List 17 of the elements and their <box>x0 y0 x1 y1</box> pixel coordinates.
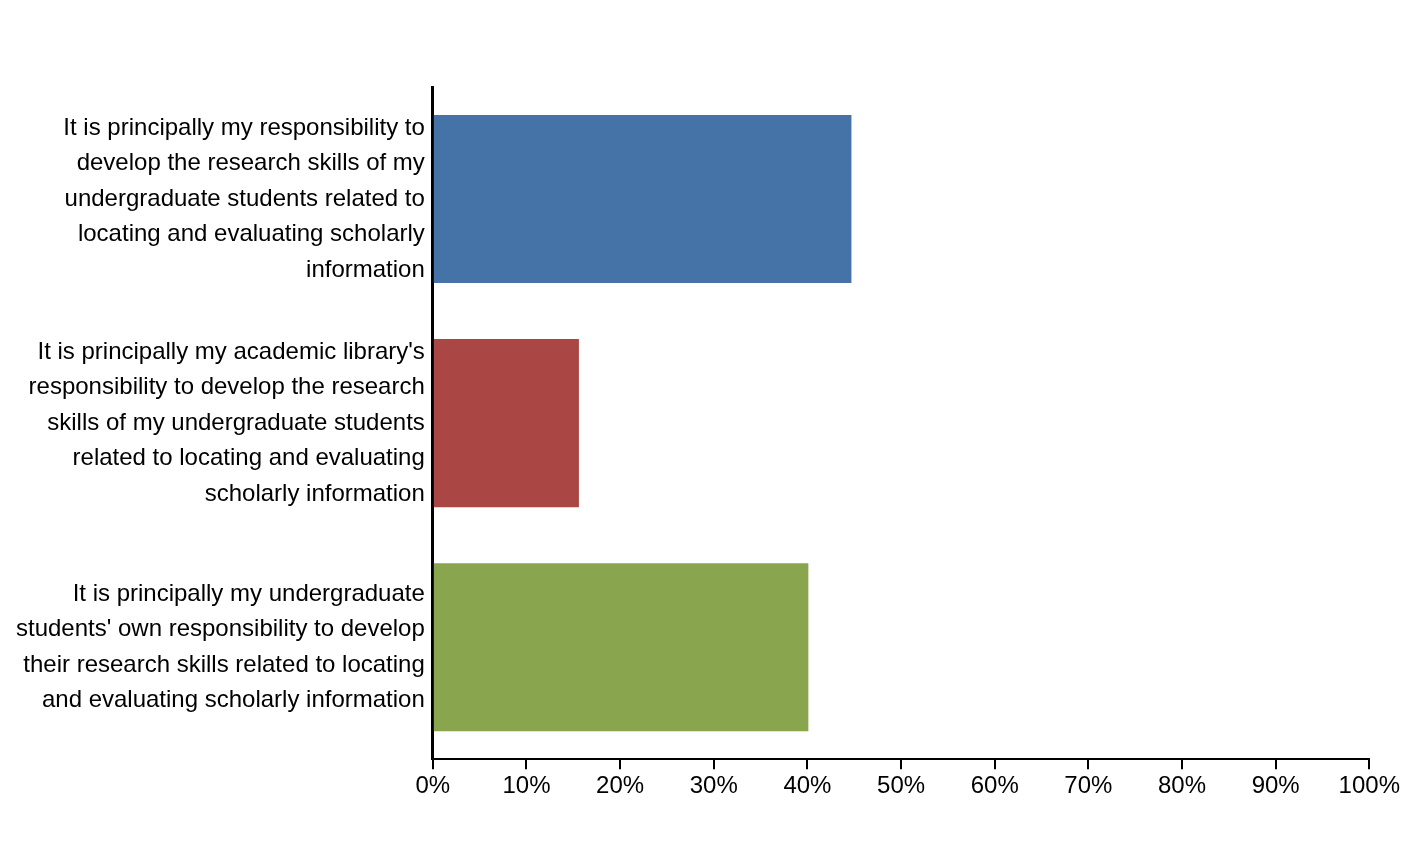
x-tick-label: 70% <box>1064 771 1113 799</box>
bar <box>433 339 579 508</box>
x-tick-label: 0% <box>415 771 451 799</box>
x-tick-label: 40% <box>783 771 832 799</box>
y-tick-label: It is principally my academic library's responsibility to develop the research skills of my undergraduate students related to locating and evaluating scholarly information <box>28 336 425 506</box>
y-tick-label: It is principally my undergraduate students' own responsibility to develop their research skills related to locating and evaluating scholarly information <box>15 578 425 713</box>
x-tick-label: 30% <box>689 771 738 799</box>
y-tick-label: It is principally my responsibility to develop the research skills of my undergraduate students related to locating and evaluating scholarly information <box>63 112 425 282</box>
x-tick-label: 80% <box>1157 771 1207 799</box>
x-tick-label: 90% <box>1251 771 1300 799</box>
bar <box>433 115 852 284</box>
x-tick-label: 10% <box>502 771 551 799</box>
x-tick-label: 100% <box>1338 771 1400 799</box>
bar <box>433 563 809 732</box>
x-tick-label: 60% <box>970 771 1019 799</box>
x-tick-label: 50% <box>877 771 926 799</box>
x-tick-label: 20% <box>596 771 645 799</box>
